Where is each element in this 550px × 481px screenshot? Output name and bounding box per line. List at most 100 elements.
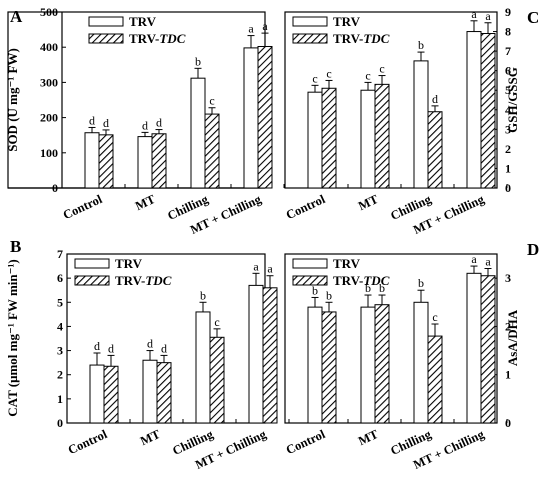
bar-trv — [84, 132, 100, 189]
category-label: MT — [133, 192, 158, 213]
bar-trv — [413, 60, 429, 189]
legend-swatch-trv — [292, 258, 328, 269]
y-axis-label: AsA/DHA — [505, 309, 520, 366]
significance-letter: b — [365, 281, 371, 295]
panel-letter: B — [10, 237, 21, 256]
significance-letter: a — [485, 9, 491, 23]
bar-trv — [190, 77, 206, 189]
y-tick-label: 200 — [40, 111, 58, 125]
y-tick-label: 7 — [57, 247, 63, 261]
significance-letter: c — [379, 62, 384, 76]
bar-trv-tdc — [257, 45, 273, 189]
plot-frame — [284, 11, 498, 189]
significance-letter: d — [108, 341, 114, 355]
panel-letter: A — [10, 7, 23, 26]
bar-trv-tdc — [204, 113, 220, 189]
y-tick-label: 1 — [505, 161, 511, 175]
significance-letter: c — [214, 315, 219, 329]
bar-trv-tdc — [427, 335, 443, 424]
y-tick-label: 7 — [505, 44, 511, 58]
legend-label-trv-tdc: TRV-TDC — [129, 31, 186, 46]
bar-trv-tdc — [374, 304, 390, 424]
legend-swatch-trv-tdc — [292, 275, 328, 286]
bar-trv — [89, 364, 105, 424]
significance-letter: d — [94, 339, 100, 353]
bar-trv — [466, 272, 482, 424]
bar-trv — [195, 311, 211, 424]
bar-trv-tdc — [262, 287, 278, 424]
significance-letter: d — [432, 92, 438, 106]
bar-trv — [243, 47, 259, 189]
y-tick-label: 8 — [505, 25, 511, 39]
significance-letter: d — [156, 116, 162, 130]
legend-swatch-trv-tdc — [88, 33, 124, 44]
y-tick-label: 0 — [505, 181, 511, 195]
y-tick-label: 6 — [505, 64, 511, 78]
category-label: MT — [356, 427, 381, 448]
y-tick-label: 0 — [505, 416, 511, 430]
y-tick-label: 400 — [40, 40, 58, 54]
bar-trv — [248, 284, 264, 424]
legend-swatch-trv — [74, 258, 110, 269]
legend-label-trv: TRV — [333, 256, 361, 271]
significance-letter: b — [326, 288, 332, 302]
y-axis-label: GSH/GSSG — [505, 67, 520, 133]
bar-trv-tdc — [151, 133, 167, 189]
y-tick-label: 2 — [57, 368, 63, 382]
significance-letter: b — [379, 281, 385, 295]
significance-letter: d — [103, 116, 109, 130]
legend-swatch-trv — [88, 16, 124, 27]
bar-trv-tdc — [98, 134, 114, 189]
bar-trv — [142, 359, 158, 424]
significance-letter: c — [326, 66, 331, 80]
bar-trv-tdc — [427, 111, 443, 189]
significance-letter: b — [195, 54, 201, 68]
significance-letter: d — [161, 341, 167, 355]
significance-letter: a — [471, 252, 477, 266]
legend-label-trv-tdc: TRV-TDC — [115, 273, 172, 288]
legend-swatch-trv — [292, 16, 328, 27]
significance-letter: c — [365, 68, 370, 82]
significance-letter: d — [89, 113, 95, 127]
category-label: MT — [138, 427, 163, 448]
bar-trv — [413, 301, 429, 424]
y-tick-label: 500 — [40, 5, 58, 19]
significance-letter: b — [312, 283, 318, 297]
category-label: Control — [66, 427, 110, 457]
y-tick-label: 1 — [505, 368, 511, 382]
y-tick-label: 4 — [57, 319, 63, 333]
y-axis-label: CAT (μmol mg⁻¹ FW min⁻¹) — [5, 259, 20, 416]
legend-label-trv-tdc: TRV-TDC — [333, 273, 390, 288]
legend-label-trv: TRV — [115, 256, 143, 271]
significance-letter: d — [147, 337, 153, 351]
significance-letter: b — [418, 276, 424, 290]
y-tick-label: 3 — [505, 122, 511, 136]
significance-letter: c — [312, 71, 317, 85]
bar-trv-tdc — [321, 311, 337, 424]
y-tick-label: 2 — [505, 142, 511, 156]
y-tick-label: 300 — [40, 75, 58, 89]
y-tick-label: 5 — [57, 295, 63, 309]
bar-trv-tdc — [480, 33, 496, 189]
bar-trv — [360, 89, 376, 189]
significance-letter: c — [432, 310, 437, 324]
y-tick-label: 4 — [505, 103, 511, 117]
bar-trv-tdc — [480, 275, 496, 424]
significance-letter: a — [262, 19, 268, 33]
y-tick-label: 1 — [57, 392, 63, 406]
bar-trv-tdc — [321, 87, 337, 189]
y-tick-label: 0 — [57, 416, 63, 430]
bar-trv — [466, 31, 482, 189]
y-axis-label: SOD (U mg⁻¹ FW) — [5, 48, 20, 152]
category-label: MT — [356, 192, 381, 213]
y-tick-label: 6 — [57, 271, 63, 285]
legend-label-trv-tdc: TRV-TDC — [333, 31, 390, 46]
legend-swatch-trv-tdc — [292, 33, 328, 44]
legend-swatch-trv-tdc — [74, 275, 110, 286]
bar-trv-tdc — [103, 365, 119, 424]
category-label: Control — [284, 192, 328, 222]
